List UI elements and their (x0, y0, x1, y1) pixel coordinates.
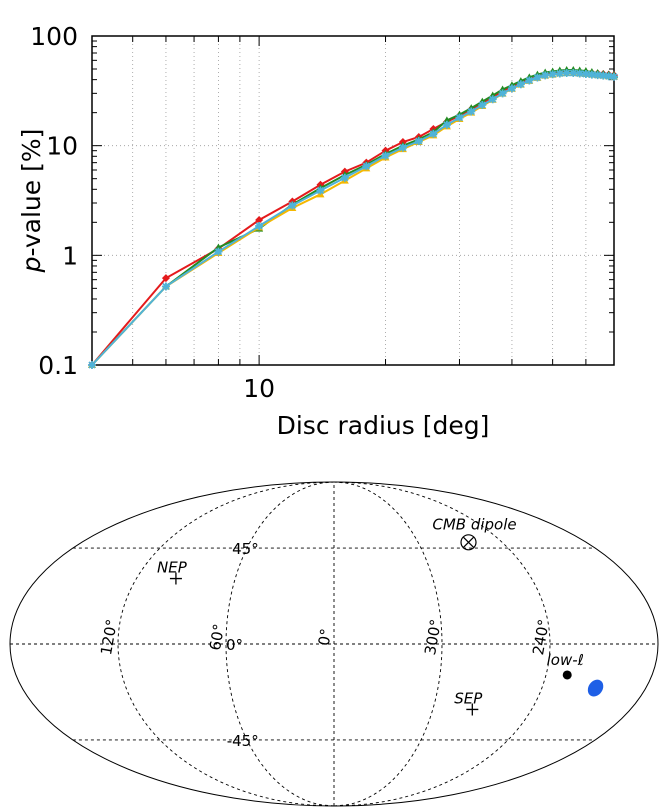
low-l-marker (562, 670, 572, 680)
longitude-label: 0° (315, 627, 336, 647)
series-point (548, 70, 557, 79)
meridian-line (333, 481, 551, 807)
meridian-line (117, 481, 335, 807)
series-point (214, 247, 223, 256)
cmb-dipole-marker (460, 534, 477, 551)
latitude-label: 0° (226, 636, 243, 654)
x-axis-label: Disc radius [deg] (277, 411, 490, 440)
y-tick-label: 1 (62, 241, 78, 270)
series-point (429, 129, 438, 138)
disc-region-marker (587, 679, 604, 697)
sky-map: 120° 60° 0° 300° 240°45°0°-45° CMB dipoleNEP… (9, 481, 659, 807)
series-point (581, 70, 590, 79)
y-tick-label: 10 (46, 132, 78, 161)
series-point (575, 69, 584, 78)
series-point (381, 151, 390, 160)
point-label: CMB dipole (432, 515, 516, 533)
series-point (498, 89, 507, 98)
x-tick-label: 10 (243, 374, 275, 403)
sky-graticule (10, 481, 658, 807)
series-point (593, 71, 602, 80)
series-point (599, 71, 608, 80)
series-line (91, 71, 615, 366)
series-point (541, 71, 550, 80)
pole-marker (466, 703, 479, 716)
series-point (562, 68, 571, 77)
y-axis-label: p-value [%] (17, 129, 46, 274)
longitude-label: 60° (206, 622, 228, 651)
series-point (604, 72, 613, 81)
plot-frame (91, 35, 615, 366)
series-point (255, 222, 264, 231)
latitude-label: 45° (232, 540, 259, 558)
series-point (488, 95, 497, 104)
series-point (442, 120, 451, 129)
series-line (91, 71, 615, 366)
pole-marker (169, 572, 182, 585)
longitude-label: 300° (421, 618, 445, 657)
point-label: low-ℓ (547, 651, 584, 669)
longitude-label: 120° (97, 618, 121, 657)
series-point (610, 72, 618, 81)
series-point (516, 80, 525, 89)
series-line (91, 68, 615, 366)
series-line (91, 70, 615, 366)
point-label: NEP (157, 559, 188, 577)
series-point (525, 76, 534, 85)
point-label: SEP (454, 689, 483, 707)
series-point (161, 282, 170, 291)
series-point (587, 70, 596, 79)
series-point (288, 201, 297, 210)
series-point (362, 162, 371, 171)
series-point (533, 73, 542, 82)
grid (92, 36, 614, 365)
series-point (414, 137, 423, 146)
series-point (467, 107, 476, 116)
series-point (340, 173, 349, 182)
series-point (478, 100, 487, 109)
axis-ticks (92, 35, 614, 366)
y-axis-label-italic: p (17, 256, 46, 273)
series-point (455, 113, 464, 122)
series-point (555, 69, 564, 78)
y-axis-label-rest: -value [%] (17, 129, 46, 257)
cmb-dipole-marker (463, 536, 474, 548)
series-point (255, 215, 264, 224)
y-tick-label: 100 (30, 22, 78, 51)
latitude-label: -45° (227, 732, 259, 750)
series-point (316, 186, 325, 195)
series-point (398, 143, 407, 152)
series-point (569, 68, 578, 77)
y-tick-label: 0.1 (38, 351, 78, 380)
sky-points: CMB dipole NEP SEP low-ℓ (157, 515, 604, 716)
p-value-chart: 10 0.1 1 10 100 Disc radius [deg] p-value [%… (17, 22, 618, 440)
sky-grid-labels: 120° 60° 0° 300° 240°45°0°-45° (97, 540, 553, 750)
series-point (161, 274, 170, 283)
series-layer (88, 65, 618, 369)
tick-labels: 10 0.1 1 10 100 (30, 22, 275, 403)
series-point (507, 84, 516, 93)
series-point (88, 361, 96, 369)
